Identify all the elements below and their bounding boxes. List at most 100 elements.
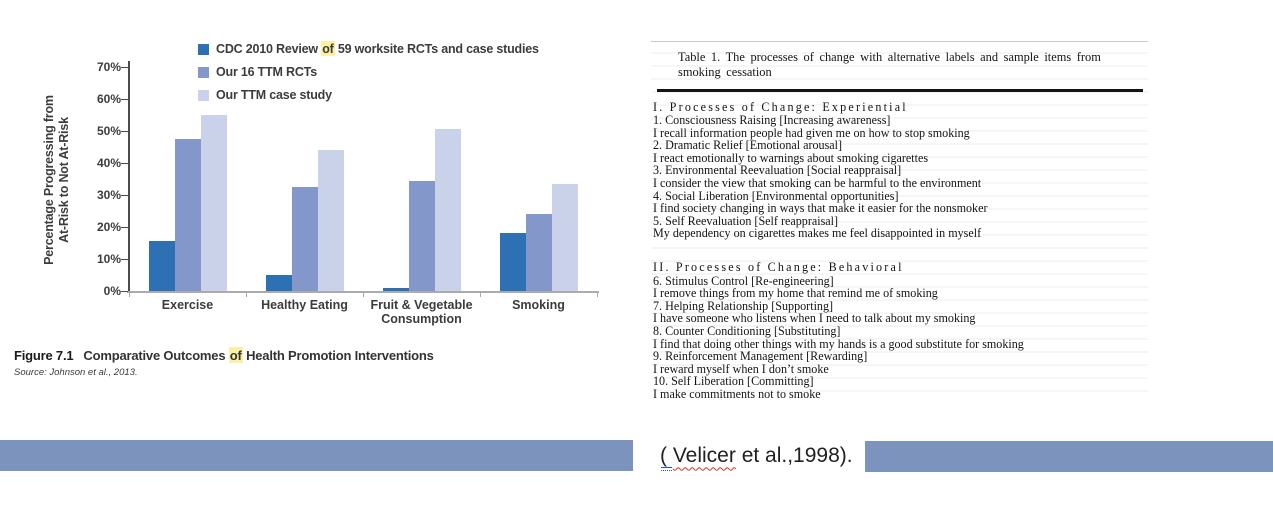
- legend-label: Our 16 TTM RCTs: [216, 65, 317, 79]
- bar-our-16-ttm-rcts: [525, 214, 552, 291]
- y-axis-tick-label: 10%: [96, 252, 121, 266]
- table-row: I remove things from my home that remind…: [653, 286, 938, 301]
- table-row: 4. Social Liberation [Environmental oppo…: [653, 188, 899, 203]
- table-row: My dependency on cigarettes makes me fee…: [653, 226, 982, 241]
- table-section-1: I. Processes of Change: Experiential 1. C…: [653, 99, 1148, 241]
- table-row: I react emotionally to warnings about sm…: [653, 150, 929, 165]
- bar-our-16-ttm-rcts: [291, 187, 318, 291]
- bar-our-ttm-case-study: [317, 150, 344, 291]
- category-label-exercise: Exercise: [161, 298, 214, 312]
- bar-cdc-2010-review-of-59-wo: [265, 275, 292, 291]
- citation-open: (: [660, 443, 673, 471]
- figure-7-1-block: Percentage Progressing from At-Risk to N…: [14, 36, 619, 396]
- highlight-mark: of: [321, 41, 335, 56]
- y-axis-tick-label: 30%: [96, 188, 121, 202]
- bar-our-ttm-case-study: [434, 129, 461, 291]
- legend-label: CDC 2010 Review of 59 worksite RCTs and …: [216, 41, 539, 56]
- table-row: I find society changing in ways that mak…: [653, 201, 988, 216]
- citation-misspelled-word: Velicer: [672, 443, 736, 467]
- y-axis-tick: [121, 290, 128, 292]
- table-header-rule: [657, 89, 1143, 92]
- bar-our-16-ttm-rcts: [408, 180, 435, 291]
- table-section-heading: II. Processes of Change: Behavioral: [653, 260, 904, 275]
- figure-caption-label: Figure 7.1: [14, 348, 74, 363]
- table-row: I have someone who listens when I need t…: [653, 311, 976, 326]
- table-section-heading: I. Processes of Change: Experiential: [653, 99, 908, 114]
- y-axis-tick-label: 40%: [96, 156, 121, 170]
- table-row: I consider the view that smoking can be …: [653, 176, 982, 191]
- table-section-2: II. Processes of Change: Behavioral 6. St…: [653, 261, 1148, 401]
- highlight-mark: of: [228, 347, 243, 363]
- bottom-banner: ( Velicer et al.,1998).: [0, 439, 1273, 472]
- bar-our-ttm-case-study: [200, 115, 227, 291]
- legend-label: Our TTM case study: [216, 88, 332, 102]
- category-label-fruit-vegetable-consumption: Fruit & Vegetable Consumption: [370, 298, 473, 326]
- y-axis-tick: [121, 194, 128, 196]
- legend-item: Our TTM case study: [198, 88, 539, 102]
- table-row: 1. Consciousness Raising [Increasing awa…: [653, 113, 891, 128]
- table-row: 9. Reinforcement Management [Rewarding]: [653, 349, 868, 364]
- legend-swatch-icon: [198, 66, 209, 78]
- y-axis-tick-label: 0%: [103, 284, 121, 298]
- y-axis-tick-label: 70%: [96, 60, 121, 74]
- bar-cdc-2010-review-of-59-wo: [382, 287, 409, 291]
- chart-legend: CDC 2010 Review of 59 worksite RCTs and …: [198, 41, 539, 111]
- bar-our-16-ttm-rcts: [174, 139, 201, 291]
- x-axis-tick: [128, 291, 130, 297]
- citation-rest: et al.,1998).: [735, 443, 853, 467]
- y-axis-tick: [121, 130, 128, 132]
- table-row: 7. Helping Relationship [Supporting]: [653, 298, 834, 313]
- plot-area: 70% 60% 50% 40% 30% 20% 10% 0% Exercise Healthy E…: [97, 60, 599, 325]
- table-row: I recall information people had given me…: [653, 125, 970, 140]
- table-row: I make commitments not to smoke: [653, 386, 821, 401]
- table-row: 10. Self Liberation [Committing]: [653, 374, 814, 389]
- y-axis-title: Percentage Progressing from At-Risk to N…: [42, 65, 74, 295]
- y-axis-tick-label: 20%: [96, 220, 121, 234]
- figure-caption-pre: Comparative Outcomes: [83, 348, 229, 363]
- bar-group-healthy-eating: [246, 67, 363, 291]
- y-axis-tick: [121, 226, 128, 228]
- bar-cdc-2010-review-of-59-wo: [148, 241, 175, 291]
- legend-swatch-icon: [198, 43, 209, 55]
- category-label-healthy-eating: Healthy Eating: [261, 298, 348, 312]
- bar-chart: Percentage Progressing from At-Risk to N…: [14, 36, 614, 336]
- y-axis-tick: [121, 66, 128, 68]
- table-body: I. Processes of Change: Experiential 1. C…: [653, 99, 1148, 401]
- table-row: 8. Counter Conditioning [Substituting]: [653, 324, 841, 338]
- legend-item: CDC 2010 Review of 59 worksite RCTs and …: [198, 41, 539, 56]
- table-row: I find that doing other things with my h…: [653, 336, 1024, 351]
- y-axis-tick: [121, 258, 128, 260]
- grammar-mark-icon: [661, 466, 672, 471]
- y-axis-title-line1: Percentage Progressing from: [42, 95, 56, 265]
- x-axis-tick: [245, 291, 247, 297]
- table-top-rule: [651, 41, 1148, 42]
- banner-bar-right: [865, 441, 1273, 472]
- figure-source: Source: Johnson et al., 2013.: [14, 367, 138, 378]
- y-axis-tick-label: 50%: [96, 124, 121, 138]
- citation-open-text: (: [660, 443, 673, 467]
- figure-caption-post: Health Promotion Interventions: [242, 348, 434, 363]
- y-axis-line: [128, 61, 130, 291]
- table-row: 6. Stimulus Control [Re-engineering]: [653, 273, 834, 288]
- x-axis-tick: [479, 291, 481, 297]
- legend-item: Our 16 TTM RCTs: [198, 65, 539, 79]
- table-row: 3. Environmental Reevaluation [Social re…: [653, 163, 902, 178]
- y-axis-tick-label: 60%: [96, 92, 121, 106]
- table-1-block: Table 1. The processes of change with al…: [651, 41, 1148, 401]
- table-row: I reward myself when I don’t smoke: [653, 361, 829, 376]
- citation-text: ( Velicer et al.,1998).: [660, 439, 856, 472]
- y-axis-title-line2: At-Risk to Not At-Risk: [57, 117, 71, 243]
- bar-our-ttm-case-study: [551, 183, 578, 291]
- figure-caption-text: Comparative Outcomes of Health Promotion…: [83, 347, 434, 363]
- x-axis-tick: [362, 291, 364, 297]
- y-axis-tick: [121, 162, 128, 164]
- legend-swatch-icon: [198, 89, 209, 101]
- bar-group-smoking: [480, 67, 597, 291]
- bar-group-fruit-vegetable-consumption: [363, 67, 480, 291]
- x-axis-tick: [596, 291, 598, 297]
- banner-bar-left: [0, 440, 633, 471]
- table-row: 2. Dramatic Relief [Emotional arousal]: [653, 138, 843, 153]
- bar-cdc-2010-review-of-59-wo: [499, 233, 526, 291]
- figure-caption: Figure 7.1 Comparative Outcomes of Health…: [14, 347, 434, 363]
